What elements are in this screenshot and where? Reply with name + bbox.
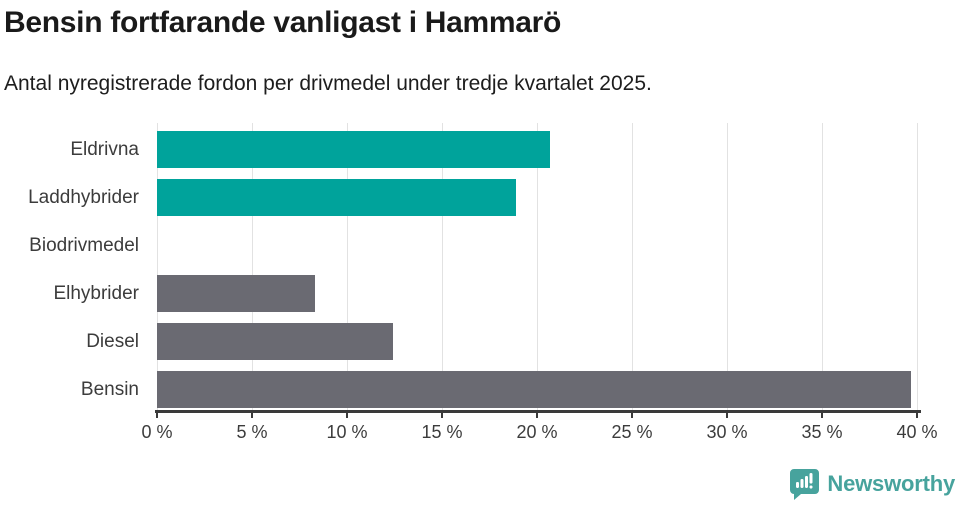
bar-elhybrider [157,275,315,312]
chart-title: Bensin fortfarande vanligast i Hammarö [4,6,562,39]
x-axis-tick-label: 35 % [801,422,843,442]
gridline [821,123,823,410]
x-axis-tick [631,412,633,418]
gridline [346,123,348,410]
gridline [631,123,633,410]
x-axis-tick-label: 5 % [236,422,268,442]
gridline [916,123,918,410]
bar-eldrivna [157,131,551,168]
newsworthy-logo: Newsworthy [789,468,955,500]
gridline [156,123,158,410]
category-labels: Eldrivna Laddhybrider Biodrivmedel Elhybrid… [0,123,148,410]
x-axis-tick-label: 40 % [896,422,938,442]
chart-subtitle: Antal nyregistrerade fordon per drivmede… [4,72,652,95]
gridline [251,123,253,410]
bar-bensin [157,371,912,408]
gridline [726,123,728,410]
x-axis-tick [346,412,348,418]
gridline [536,123,538,410]
category-label: Diesel [86,331,139,352]
plot-area: 0 % 5 % 10 % 15 % 20 % 25 % 30 % 35 % 40 % [141,123,938,442]
category-label: Eldrivna [70,139,139,160]
newsworthy-logo-text: Newsworthy [827,471,955,496]
category-label: Bensin [80,379,139,400]
x-axis-tick-label: 0 % [141,422,173,442]
newsworthy-speech-bubble-barchart-icon [789,468,820,500]
category-label: Laddhybrider [28,187,139,208]
x-axis-tick-label: 30 % [706,422,748,442]
x-axis-tick-label: 20 % [516,422,558,442]
category-label: Biodrivmedel [29,235,139,256]
x-axis-tick [251,412,253,418]
x-axis-tick-label: 25 % [611,422,653,442]
x-axis-tick [916,412,918,418]
x-axis-tick [536,412,538,418]
x-axis-tick-label: 15 % [421,422,463,442]
x-axis-line [155,410,921,413]
category-label: Elhybrider [53,283,139,304]
x-axis-tick [156,412,158,418]
bar-laddhybrider [157,179,517,216]
x-axis-tick [441,412,443,418]
gridline [441,123,443,410]
x-axis-tick-label: 10 % [326,422,368,442]
x-axis-tick [726,412,728,418]
x-axis-tick [821,412,823,418]
bar-diesel [157,323,393,360]
